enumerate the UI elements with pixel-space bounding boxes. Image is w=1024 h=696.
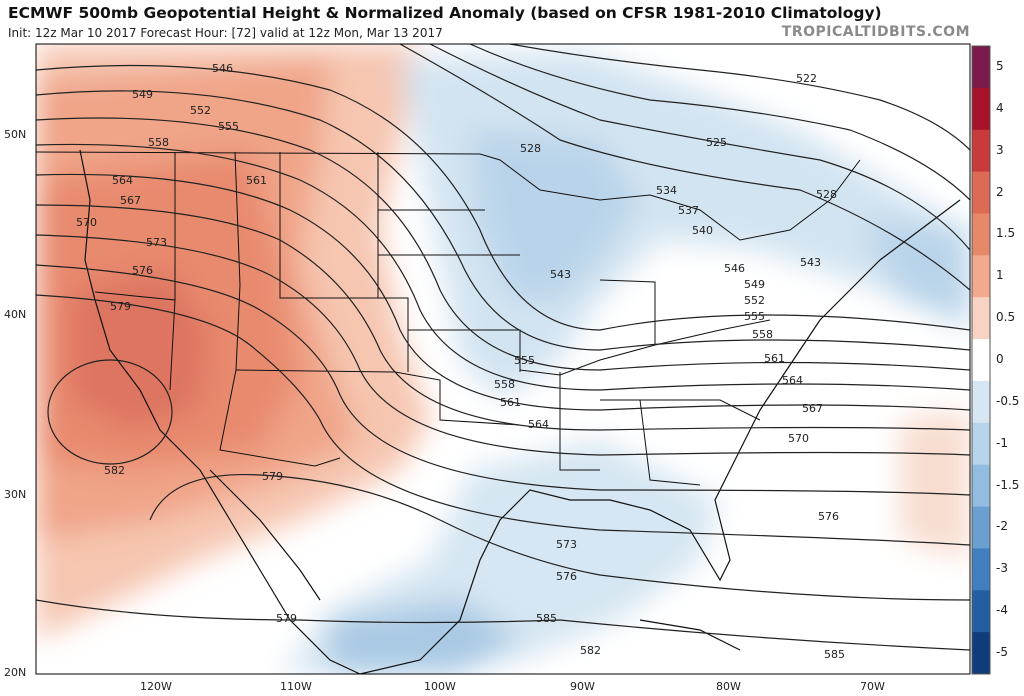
lat-label-30n: 30N — [4, 488, 27, 501]
colorbar-tick-label: -0.5 — [996, 393, 1020, 408]
colorbar-swatch — [972, 380, 990, 424]
site-credit: TROPICALTIDBITS.COM — [781, 24, 970, 40]
contour-label: 543 — [800, 256, 821, 269]
contour-label: 522 — [796, 72, 817, 85]
map-title: ECMWF 500mb Geopotential Height & Normal… — [8, 4, 882, 22]
contour-label: 570 — [788, 432, 809, 445]
colorbar-swatch — [972, 422, 990, 466]
colorbar-tick-label: 1.5 — [996, 226, 1016, 241]
lon-label-90w: 90W — [570, 680, 595, 693]
contour-label: 534 — [656, 184, 677, 197]
contour-label: 549 — [744, 278, 765, 291]
colorbar-tick-label: 0 — [996, 352, 1004, 366]
contour-labels: 546 549 552 555 558 561 564 567 570 573 … — [76, 62, 845, 661]
contour-label: 582 — [580, 644, 601, 657]
contour-label: 576 — [556, 570, 577, 583]
contour-label: 567 — [120, 194, 141, 207]
contour-label: 546 — [212, 62, 233, 75]
contour-label: 540 — [692, 224, 713, 237]
contour-label: 546 — [724, 262, 745, 275]
lon-label-110w: 110W — [280, 680, 312, 693]
map-subtitle: Init: 12z Mar 10 2017 Forecast Hour: [72… — [8, 26, 443, 40]
lat-label-40n: 40N — [4, 308, 27, 321]
contour-label: 528 — [520, 142, 541, 155]
contour-label: 558 — [148, 136, 169, 149]
colorbar-swatch — [972, 297, 990, 340]
colorbar-tick-label: 5 — [996, 58, 1004, 73]
contour-label: 537 — [678, 204, 699, 217]
colorbar-swatch — [972, 632, 990, 675]
contour-label: 585 — [536, 612, 557, 625]
lon-label-100w: 100W — [424, 680, 456, 693]
contour-label: 567 — [802, 402, 823, 415]
contour-label: 528 — [816, 188, 837, 201]
lon-label-120w: 120W — [140, 680, 172, 693]
colorbar-tick-label: 0.5 — [996, 310, 1016, 325]
contour-label: 573 — [556, 538, 577, 551]
colorbar — [971, 45, 991, 675]
colorbar-tick-label: -4 — [996, 603, 1008, 618]
contour-label: 579 — [276, 612, 297, 625]
colorbar-tick-label: -3 — [996, 561, 1008, 576]
contour-label: 561 — [764, 352, 785, 365]
colorbar-swatch — [972, 171, 990, 214]
colorbar-swatch — [972, 339, 990, 382]
lat-label-20n: 20N — [4, 666, 27, 679]
colorbar-swatch — [972, 590, 990, 633]
contour-label: 576 — [132, 264, 153, 277]
colorbar-tick-label: 4 — [996, 100, 1004, 115]
colorbar-swatch — [972, 255, 990, 298]
colorbar-tick-label: 2 — [996, 184, 1004, 199]
colorbar-swatch — [972, 129, 990, 173]
colorbar-tick-label: -5 — [996, 645, 1008, 660]
contour-label: 543 — [550, 268, 571, 281]
colorbar-tick-label: 1 — [996, 268, 1004, 283]
contour-label: 561 — [500, 396, 521, 409]
contour-label: 549 — [132, 88, 153, 101]
contour-label: 570 — [76, 216, 97, 229]
contour-label: 564 — [782, 374, 803, 387]
contour-label: 579 — [110, 300, 131, 313]
colorbar-frame — [971, 45, 991, 675]
colorbar-tick-label: -1.5 — [996, 477, 1020, 492]
contour-label: 576 — [818, 510, 839, 523]
contour-label: 585 — [824, 648, 845, 661]
contour-label: 582 — [104, 464, 125, 477]
boundaries — [36, 151, 861, 486]
contour-label: 555 — [514, 354, 535, 367]
map-frame — [35, 43, 971, 675]
colorbar-swatch — [972, 548, 990, 591]
colorbar-tick-label: -1 — [996, 435, 1008, 450]
contour-label: 573 — [146, 236, 167, 249]
lon-label-70w: 70W — [860, 680, 885, 693]
contour-label: 561 — [246, 174, 267, 187]
colorbar-swatch — [972, 46, 990, 89]
contour-label: 558 — [494, 378, 515, 391]
contour-label: 579 — [262, 470, 283, 483]
contour-label: 558 — [752, 328, 773, 341]
contour-label: 555 — [218, 120, 239, 133]
colorbar-tick-label: -2 — [996, 519, 1008, 534]
colorbar-swatch — [972, 506, 990, 549]
lon-label-80w: 80W — [716, 680, 741, 693]
height-contours — [36, 44, 970, 651]
colorbar-swatch — [972, 213, 990, 256]
colorbar-swatch — [972, 87, 990, 131]
colorbar-tick-label: 3 — [996, 142, 1004, 157]
contour-label: 555 — [744, 310, 765, 323]
anomaly-shading — [36, 44, 970, 674]
contour-label: 564 — [112, 174, 133, 187]
contour-label: 525 — [706, 136, 727, 149]
lat-label-50n: 50N — [4, 128, 27, 141]
contour-label: 552 — [744, 294, 765, 307]
colorbar-swatch — [972, 464, 990, 508]
contour-label: 552 — [190, 104, 211, 117]
contour-label: 564 — [528, 418, 549, 431]
